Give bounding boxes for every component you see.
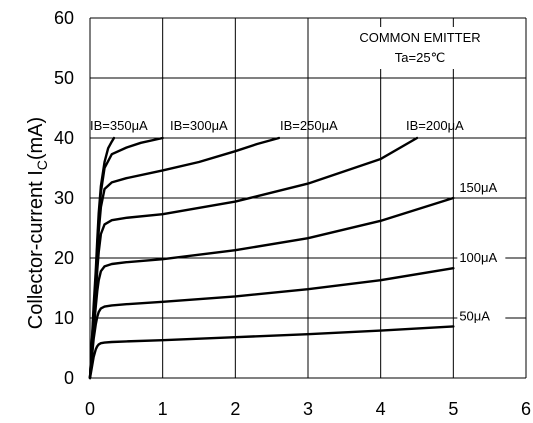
y-tick-label: 10 bbox=[54, 308, 74, 328]
y-axis-label-subscript: C bbox=[34, 160, 50, 170]
x-tick-label: 6 bbox=[521, 399, 531, 419]
y-tick-label: 50 bbox=[54, 68, 74, 88]
grid bbox=[89, 17, 527, 379]
series-line bbox=[88, 325, 455, 380]
series-label-background bbox=[457, 308, 506, 324]
series-label: IB=300μA bbox=[170, 118, 228, 133]
y-axis-label: Collector-current IC(mA) bbox=[25, 117, 50, 329]
x-tick-label: 1 bbox=[158, 399, 168, 419]
y-tick-label: 20 bbox=[54, 248, 74, 268]
y-axis-label-unit: (mA) bbox=[25, 117, 47, 160]
x-tick-label: 4 bbox=[376, 399, 386, 419]
series-label: IB=350μA bbox=[90, 118, 148, 133]
y-axis-label-main: Collector-current I bbox=[25, 170, 47, 329]
series-lines bbox=[88, 136, 455, 380]
x-tick-label: 2 bbox=[230, 399, 240, 419]
series-labels: 50μA 100μA 150μA IB=200μA IB=250μA IB=300μA IB… bbox=[90, 118, 506, 324]
series-label: 100μA bbox=[459, 250, 497, 265]
y-tick-label: 30 bbox=[54, 188, 74, 208]
series-line bbox=[88, 267, 455, 380]
series-label: IB=250μA bbox=[280, 118, 338, 133]
annotation-background bbox=[330, 27, 512, 69]
annotation-box: COMMON EMITTER Ta=25℃ bbox=[359, 30, 480, 65]
x-tick-label: 5 bbox=[448, 399, 458, 419]
y-tick-label: 0 bbox=[64, 368, 74, 388]
x-tick-label: 3 bbox=[303, 399, 313, 419]
series-label-background bbox=[457, 250, 506, 266]
x-tick-label: 0 bbox=[85, 399, 95, 419]
series-label: 150μA bbox=[459, 180, 497, 195]
series-label: 50μA bbox=[459, 308, 490, 323]
series-label: IB=200μA bbox=[406, 118, 464, 133]
annotation-line-1: COMMON EMITTER bbox=[359, 30, 480, 45]
series-label-background bbox=[457, 180, 506, 195]
y-tick-label: 40 bbox=[54, 128, 74, 148]
series-line bbox=[88, 136, 116, 380]
series-line bbox=[88, 196, 455, 380]
y-tick-label: 60 bbox=[54, 8, 74, 28]
annotation-line-2: Ta=25℃ bbox=[395, 50, 445, 65]
